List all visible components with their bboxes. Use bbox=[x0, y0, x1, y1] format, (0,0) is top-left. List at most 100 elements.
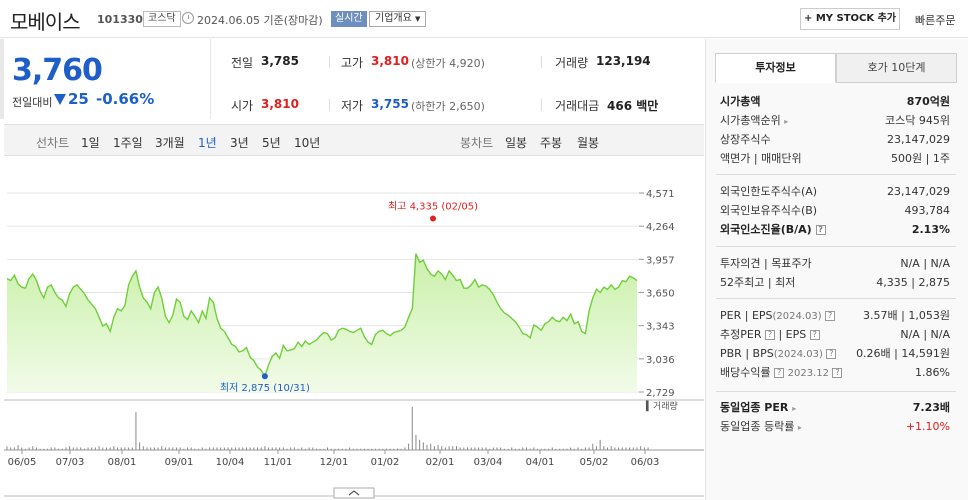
tab-invest-info[interactable]: 투자정보 bbox=[715, 53, 836, 83]
sector-rate-label[interactable]: 동일업종 등락률 ▸ bbox=[720, 420, 802, 433]
volume-bar bbox=[102, 447, 104, 450]
trade-amount: 466 백만 bbox=[607, 99, 659, 113]
volume-bar bbox=[297, 448, 299, 450]
foreign-limit: 23,147,029 bbox=[887, 185, 950, 198]
x-tick-label: 06/03 bbox=[631, 457, 660, 468]
help-icon[interactable]: ? bbox=[809, 330, 820, 340]
volume-bar bbox=[507, 448, 509, 450]
volume-bar bbox=[640, 446, 642, 450]
volume-bar bbox=[518, 448, 520, 450]
volume-bar bbox=[58, 448, 60, 450]
tab-1y[interactable]: 1년 bbox=[198, 136, 217, 150]
volume-bar bbox=[419, 439, 421, 450]
volume-bar bbox=[54, 447, 56, 450]
volume-bar bbox=[13, 447, 15, 450]
lower-limit: (하한가 2,650) bbox=[411, 100, 485, 113]
chevron-up-icon bbox=[348, 490, 360, 496]
collapse-button[interactable] bbox=[333, 487, 375, 499]
volume-bar bbox=[72, 447, 74, 450]
volume-bar bbox=[459, 447, 461, 450]
help-icon[interactable]: ? bbox=[826, 349, 837, 359]
52w-label: 52주최고 | 최저 bbox=[720, 276, 796, 289]
tab-5y[interactable]: 5년 bbox=[262, 136, 281, 150]
x-tick-label: 11/01 bbox=[264, 457, 293, 468]
tab-order-book[interactable]: 호가 10단계 bbox=[836, 53, 957, 83]
tab-daily-candle[interactable]: 일봉 bbox=[505, 136, 528, 150]
y-tick-label: 4,571 bbox=[646, 189, 675, 200]
line-chart-group-label: 선차트 bbox=[36, 136, 70, 150]
volume-bar bbox=[422, 442, 424, 450]
volume-bar bbox=[175, 447, 177, 450]
volume-bar bbox=[481, 447, 483, 450]
caret-right-icon: ▸ bbox=[792, 404, 797, 413]
add-mystock-button[interactable]: + MY STOCK 추가 bbox=[800, 8, 900, 30]
quick-order-link[interactable]: 빠른주문 bbox=[915, 14, 956, 27]
volume-bar bbox=[529, 448, 531, 450]
volume-bar bbox=[632, 447, 634, 450]
volume-bar bbox=[592, 443, 594, 450]
opinion-target: N/A | N/A bbox=[900, 257, 950, 270]
volume-bar bbox=[135, 412, 137, 450]
tab-10y[interactable]: 10년 bbox=[294, 136, 321, 150]
market-cap-rank-label[interactable]: 시가총액순위 ▸ bbox=[720, 114, 789, 127]
help-icon[interactable]: ? bbox=[774, 368, 785, 378]
volume-bar bbox=[205, 448, 207, 450]
volume-bar bbox=[430, 443, 432, 450]
volume-bar bbox=[216, 447, 218, 450]
help-icon[interactable]: ? bbox=[832, 368, 843, 378]
volume-bar bbox=[10, 447, 12, 450]
company-overview-button[interactable]: 기업개요 ▼ bbox=[369, 11, 427, 27]
volume-bar bbox=[455, 446, 457, 450]
volume-bar bbox=[172, 447, 174, 450]
volume-bar bbox=[315, 448, 317, 450]
volume-bar bbox=[625, 447, 627, 450]
y-tick-label: 2,729 bbox=[646, 388, 675, 399]
volume-bar bbox=[209, 447, 211, 450]
volume-bar bbox=[32, 446, 34, 450]
volume-bar bbox=[69, 446, 71, 450]
volume-bar bbox=[621, 447, 623, 450]
current-price-box: 3,760 전일대비 25 -0.66% bbox=[0, 39, 210, 119]
volume-bar bbox=[308, 447, 310, 450]
volume-bar bbox=[533, 447, 535, 450]
upper-limit: (상한가 4,920) bbox=[411, 57, 485, 70]
volume-bar bbox=[28, 447, 30, 450]
est-per-eps: N/A | N/A bbox=[900, 328, 950, 341]
tab-3y[interactable]: 3년 bbox=[230, 136, 249, 150]
foreign-ratio: 2.13% bbox=[911, 223, 950, 236]
face-value-label: 액면가 | 매매단위 bbox=[720, 152, 802, 165]
tab-monthly-candle[interactable]: 월봉 bbox=[577, 136, 600, 150]
volume-bar bbox=[367, 448, 369, 450]
volume-bar bbox=[253, 447, 255, 450]
chart-period-tabs: 선차트 1일 1주일 3개월 1년 3년 5년 10년 봉차트 일봉 주봉 월봉 bbox=[4, 124, 704, 156]
volume-bar bbox=[577, 447, 579, 450]
volume-bar bbox=[47, 448, 49, 450]
volume-bar bbox=[581, 448, 583, 450]
volume-bar bbox=[636, 447, 638, 450]
help-icon[interactable]: ? bbox=[815, 225, 826, 235]
x-tick-label: 12/01 bbox=[320, 457, 349, 468]
sector-per-label[interactable]: 동일업종 PER ▸ bbox=[720, 401, 797, 414]
stock-name: 모베이스 bbox=[10, 10, 81, 34]
volume-bar bbox=[330, 448, 332, 450]
realtime-button[interactable]: 실시간 bbox=[331, 11, 367, 27]
quote-date: 2024.06.05 기준(장마감) bbox=[197, 14, 323, 27]
volume-bar bbox=[360, 448, 362, 450]
tab-1w[interactable]: 1주일 bbox=[113, 136, 143, 150]
volume-bar bbox=[190, 447, 192, 450]
change-label: 전일대비 bbox=[12, 96, 53, 109]
tab-1d[interactable]: 1일 bbox=[81, 136, 100, 150]
tab-3m[interactable]: 3개월 bbox=[155, 136, 185, 150]
volume-bar bbox=[629, 447, 631, 450]
tab-weekly-candle[interactable]: 주봉 bbox=[540, 136, 563, 150]
volume-bar bbox=[323, 448, 325, 450]
caret-right-icon: ▸ bbox=[797, 423, 802, 432]
volume-bar bbox=[139, 442, 141, 450]
volume-bar bbox=[91, 447, 93, 450]
volume-bar bbox=[65, 447, 67, 450]
volume-bar bbox=[389, 448, 391, 450]
volume-bar bbox=[128, 447, 130, 450]
help-icon[interactable]: ? bbox=[825, 311, 836, 321]
volume-bar bbox=[503, 448, 505, 450]
help-icon[interactable]: ? bbox=[764, 330, 775, 340]
